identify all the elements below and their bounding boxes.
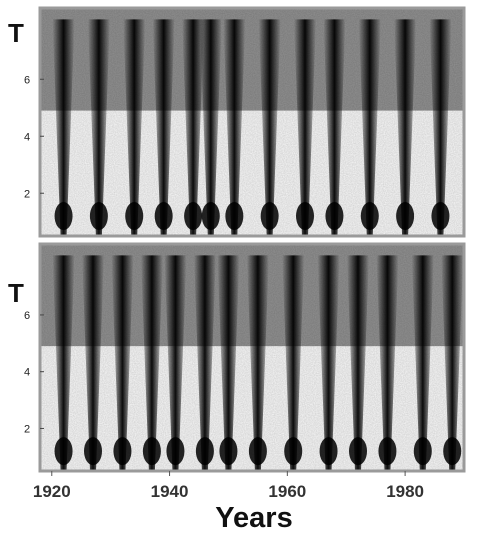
- top-panel: T 2 4 6: [8, 6, 466, 238]
- top-y-ticks: 2 4 6: [24, 74, 44, 200]
- bottom-y-tick-label: 2: [24, 423, 30, 435]
- top-texture: [40, 8, 464, 236]
- x-tick-label: 1960: [268, 482, 306, 501]
- bottom-frame: [38, 242, 466, 473]
- top-y-axis-label: T: [8, 18, 24, 48]
- bottom-panel: T 2 4 6: [8, 242, 466, 473]
- bottom-y-ticks: 2 4 6: [24, 310, 44, 435]
- top-y-tick-label: 2: [24, 188, 30, 200]
- bottom-y-axis-label: T: [8, 278, 24, 308]
- top-frame: [38, 6, 466, 238]
- x-tick-label: 1980: [386, 482, 424, 501]
- top-y-tick-label: 6: [24, 74, 30, 86]
- bottom-y-tick-label: 4: [24, 367, 30, 379]
- bottom-y-tick-label: 6: [24, 310, 30, 322]
- x-axis-ticks: 1920 1940 1960 1980: [33, 471, 424, 501]
- x-tick-label: 1940: [151, 482, 189, 501]
- bottom-texture: [40, 244, 464, 471]
- top-y-tick-label: 4: [24, 131, 30, 143]
- x-axis-title: Years: [215, 502, 292, 533]
- x-tick-label: 1920: [33, 482, 71, 501]
